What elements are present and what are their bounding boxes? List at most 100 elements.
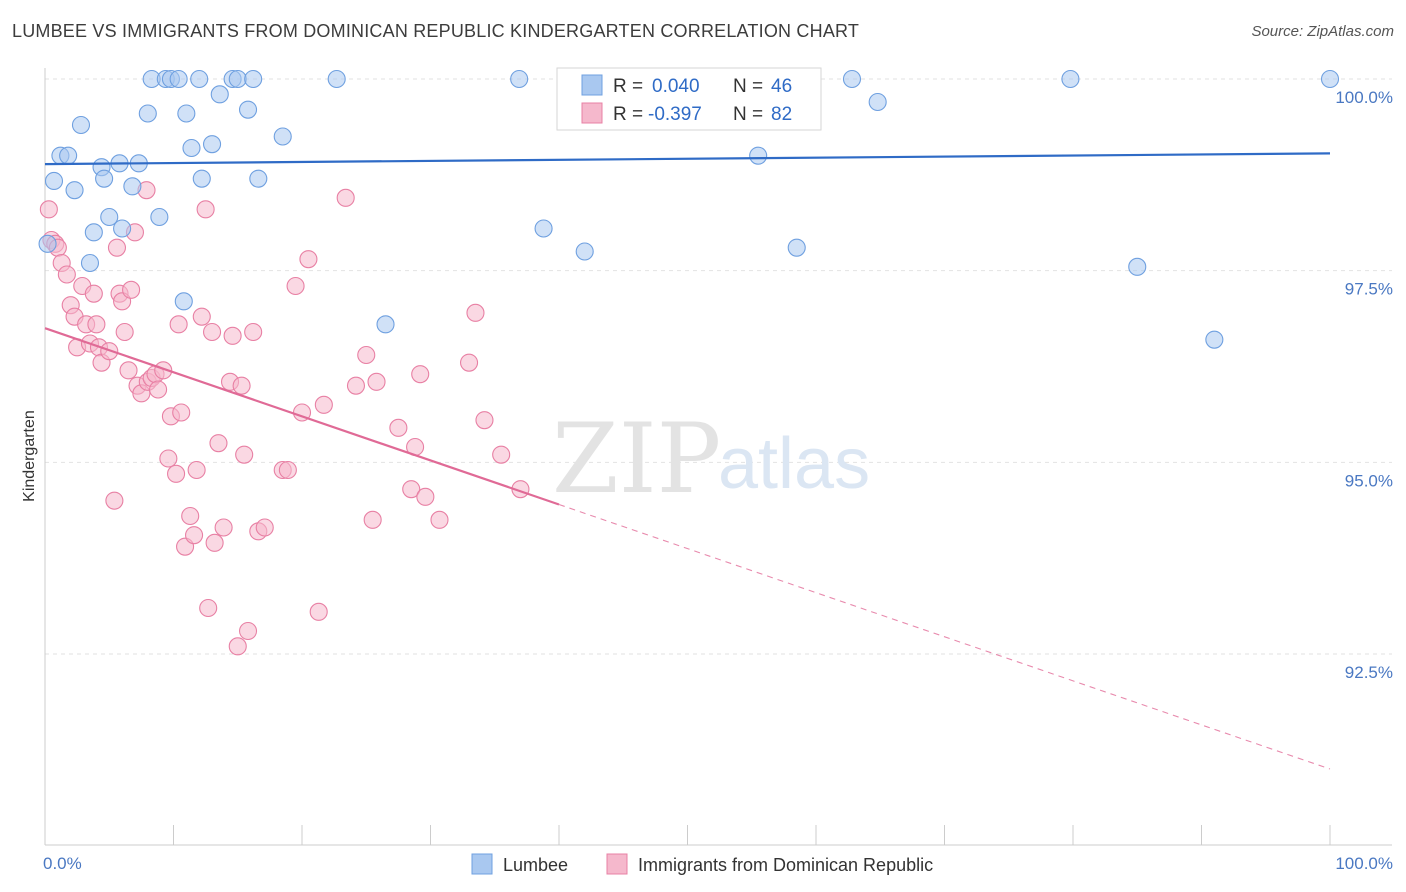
data-point (402, 480, 421, 499)
data-point (59, 146, 78, 165)
data-point (210, 85, 229, 104)
data-point (100, 207, 119, 227)
grid-lines (45, 78, 1392, 655)
data-point (169, 315, 188, 334)
data-point (190, 69, 209, 89)
data-point (575, 242, 594, 261)
trend-line-dominican-extension (558, 503, 1331, 770)
data-point (534, 219, 553, 238)
data-point (416, 487, 435, 506)
data-point (203, 322, 222, 342)
data-point (174, 292, 193, 311)
data-point (238, 100, 258, 119)
data-point (149, 380, 168, 399)
data-point (107, 238, 127, 257)
data-point (187, 460, 206, 480)
bottom-legend-swatch-dominican (606, 853, 628, 875)
trend-line-lumbee (44, 152, 1331, 166)
legend-n-label-dominican: N = (733, 104, 763, 125)
data-point (84, 284, 103, 303)
trend-line-dominican (44, 327, 560, 506)
data-point (214, 518, 233, 537)
data-point (172, 403, 191, 422)
data-point (138, 104, 157, 123)
data-point (363, 510, 382, 529)
bottom-legend-swatch-lumbee (471, 853, 493, 875)
data-point (115, 322, 134, 342)
data-point (228, 69, 247, 89)
data-point (510, 69, 529, 89)
series-dominican-points (39, 181, 530, 656)
data-point (299, 250, 318, 269)
data-point (203, 135, 222, 154)
bottom-legend-label-lumbee: Lumbee (503, 855, 568, 875)
data-point (65, 181, 84, 200)
data-point (309, 602, 328, 621)
data-point (71, 115, 91, 135)
y-tick-label: 95.0% (1345, 471, 1393, 490)
data-point (80, 253, 100, 273)
data-point (430, 510, 449, 529)
data-point (389, 418, 408, 437)
data-point (113, 219, 132, 238)
y-tick-label: 92.5% (1345, 663, 1393, 682)
data-point (336, 188, 355, 207)
watermark-atlas: atlas (718, 424, 870, 504)
legend-r-label-dominican: R = (613, 104, 643, 125)
legend-n-label-lumbee: N = (733, 76, 763, 97)
data-point (232, 376, 251, 395)
bottom-legend-label-dominican: Immigrants from Dominican Republic (638, 855, 933, 875)
trend-lines (44, 152, 1331, 770)
x-tick-label-min: 0.0% (43, 854, 82, 873)
data-point (278, 460, 297, 480)
data-point (223, 326, 242, 345)
data-point (868, 92, 887, 112)
data-point (411, 365, 430, 384)
data-point (185, 526, 204, 545)
data-point (122, 280, 141, 299)
data-point (475, 411, 494, 430)
data-point (1061, 69, 1080, 89)
data-point (192, 169, 211, 188)
data-point (177, 104, 196, 123)
data-point (1205, 330, 1224, 349)
stats-legend: R = 0.040 N = 46 R = -0.397 N = 82 (556, 67, 822, 131)
data-point (39, 200, 58, 219)
data-point (367, 372, 386, 391)
data-point (123, 177, 142, 196)
legend-r-value-dominican: -0.397 (648, 104, 702, 125)
y-tick-labels: 100.0% 97.5% 95.0% 92.5% (1335, 88, 1393, 682)
data-point (238, 621, 258, 641)
watermark-zip: ZIP (552, 403, 721, 515)
x-tick-labels: 0.0% 100.0% (43, 854, 1393, 873)
data-point (459, 353, 479, 372)
series-legend: Lumbee Immigrants from Dominican Republi… (471, 853, 933, 875)
data-point (84, 223, 103, 242)
data-point (159, 449, 178, 468)
data-point (749, 146, 768, 165)
data-point (199, 598, 218, 618)
data-point (1128, 257, 1147, 276)
data-point (196, 200, 215, 219)
data-point (787, 238, 806, 257)
data-point (286, 276, 305, 296)
data-point (842, 69, 862, 89)
chart-title: LUMBEE VS IMMIGRANTS FROM DOMINICAN REPU… (12, 21, 860, 41)
data-point (273, 127, 292, 146)
data-point (154, 361, 173, 380)
data-point (235, 445, 254, 464)
data-point (87, 315, 106, 334)
data-point (205, 533, 224, 552)
data-point (209, 434, 228, 453)
data-point (192, 307, 211, 326)
data-point (255, 518, 274, 537)
legend-swatch-lumbee (581, 74, 603, 96)
data-point (327, 69, 346, 89)
data-point (105, 491, 124, 510)
y-axis-label: Kindergarten (21, 410, 38, 502)
legend-r-value-lumbee: 0.040 (652, 76, 700, 97)
data-point (182, 138, 201, 158)
data-point (95, 169, 114, 188)
data-point (38, 234, 57, 253)
